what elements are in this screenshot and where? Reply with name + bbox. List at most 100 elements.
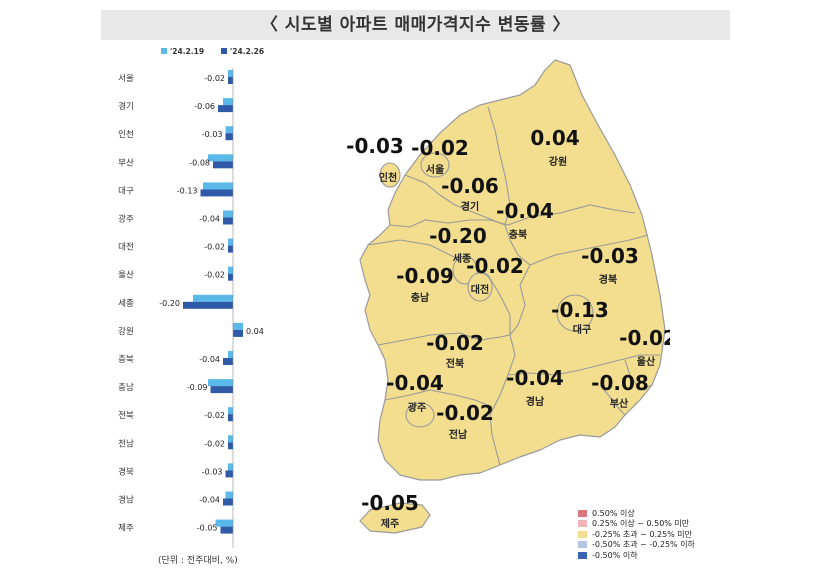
region-label: -0.08 부산 bbox=[591, 371, 649, 410]
category-label: 부산 bbox=[118, 157, 134, 168]
bar-prev bbox=[233, 322, 243, 330]
category-label: 전남 bbox=[118, 438, 134, 449]
legend-label: '24.2.19 bbox=[170, 47, 204, 56]
legend-label: '24.2.26 bbox=[230, 47, 264, 56]
gwangju-shape bbox=[405, 402, 435, 428]
bar-row: 서울 -0.02 bbox=[118, 70, 233, 84]
legend-swatch bbox=[161, 48, 167, 54]
legend-label: 0.50% 이상 bbox=[592, 508, 635, 518]
category-label: 충남 bbox=[118, 383, 134, 393]
region-value: -0.05 bbox=[361, 491, 419, 515]
value-label: -0.02 bbox=[204, 74, 225, 83]
region-value: -0.04 bbox=[386, 371, 444, 395]
bar-row: 대전 -0.02 bbox=[118, 238, 233, 253]
region-value: -0.04 bbox=[496, 199, 554, 223]
bar-row: 대구 -0.13 bbox=[118, 182, 233, 197]
value-label: -0.06 bbox=[194, 102, 215, 111]
region-value: -0.04 bbox=[506, 366, 564, 390]
bar-row: 세종 -0.20 bbox=[118, 294, 233, 309]
bar-prev bbox=[208, 154, 233, 162]
border-chungbuk-gyeongbuk bbox=[529, 234, 649, 266]
bar-prev bbox=[228, 351, 233, 358]
category-label: 경북 bbox=[118, 466, 134, 477]
category-label: 충북 bbox=[118, 355, 134, 365]
legend-swatch bbox=[578, 520, 587, 528]
value-label: -0.13 bbox=[177, 186, 198, 195]
bar-curr bbox=[183, 301, 233, 309]
region-label: -0.06 경기 bbox=[441, 174, 499, 213]
bar-curr bbox=[223, 498, 233, 506]
value-label: -0.04 bbox=[199, 215, 220, 224]
region-value: -0.08 bbox=[591, 371, 649, 395]
bar-prev bbox=[223, 98, 233, 106]
value-label: -0.02 bbox=[204, 271, 225, 280]
legend-row: -0.50% 초과 ~ -0.25% 이하 bbox=[578, 540, 695, 551]
legend-label: -0.50% 이하 bbox=[592, 550, 638, 560]
bar-chart: '24.2.19 '24.2.26 서울 -0.02 경기 -0.06 인천 -0.03 부산 -… bbox=[118, 47, 264, 548]
region-name: 전북 bbox=[446, 357, 464, 370]
bar-row: 인천 -0.03 bbox=[118, 126, 233, 141]
region-value: -0.03 bbox=[581, 244, 639, 268]
region-value: -0.02 bbox=[411, 136, 469, 160]
category-label: 대전 bbox=[118, 242, 134, 253]
bar-prev bbox=[228, 463, 233, 471]
region-name: 세종 bbox=[453, 252, 471, 265]
bar-row: 전남 -0.02 bbox=[118, 435, 233, 450]
title-bar: 〈 시도별 아파트 매매가격지수 변동률 〉 bbox=[101, 10, 730, 40]
bar-curr bbox=[228, 245, 233, 253]
value-label: -0.02 bbox=[204, 411, 225, 420]
region-value: -0.20 bbox=[429, 224, 487, 248]
value-label: -0.05 bbox=[197, 524, 218, 533]
bar-curr bbox=[225, 133, 233, 141]
category-label: 인천 bbox=[118, 129, 134, 140]
region-label: -0.02 전북 bbox=[426, 331, 484, 370]
category-label: 경남 bbox=[118, 495, 134, 506]
bar-curr bbox=[220, 526, 233, 534]
category-label: 서울 bbox=[118, 74, 134, 84]
region-label: 0.04 강원 bbox=[530, 126, 579, 168]
region-name: 부산 bbox=[610, 397, 629, 410]
bar-prev bbox=[225, 126, 233, 134]
region-value: -0.02 bbox=[466, 254, 524, 278]
daejeon-shape bbox=[467, 272, 493, 302]
region-label: -0.04 광주 bbox=[386, 371, 444, 414]
region-label: -0.02 서울 bbox=[411, 136, 469, 176]
region-label: -0.20 세종 bbox=[429, 224, 487, 265]
region-value: -0.02 bbox=[436, 401, 494, 425]
value-label: -0.02 bbox=[204, 439, 225, 448]
border-gyeongbuk-gyeongnam bbox=[507, 354, 660, 376]
bar-curr bbox=[225, 470, 233, 478]
category-label: 세종 bbox=[118, 299, 134, 309]
border-chungnam-jeonbuk bbox=[377, 332, 511, 346]
region-value: 0.04 bbox=[530, 126, 579, 150]
map-shapes bbox=[359, 59, 666, 534]
region-name: 경기 bbox=[461, 200, 479, 213]
value-label: -0.09 bbox=[187, 383, 208, 392]
region-value: -0.03 bbox=[346, 134, 404, 158]
region-label: -0.03 경북 bbox=[581, 244, 639, 286]
border-ulsan bbox=[624, 359, 653, 391]
map-legend: 0.50% 이상 0.25% 이상 ~ 0.50% 미만 -0.25% 초과 ~ 0… bbox=[578, 508, 695, 561]
bar-curr bbox=[228, 442, 233, 450]
bar-row: 강원 0.04 bbox=[118, 322, 264, 337]
bar-row: 경기 -0.06 bbox=[118, 98, 233, 113]
legend-swatch bbox=[578, 551, 587, 559]
value-label: -0.04 bbox=[199, 496, 220, 505]
region-name: 충남 bbox=[411, 291, 430, 304]
bar-prev bbox=[225, 491, 233, 499]
region-name: 경남 bbox=[526, 395, 545, 408]
bar-curr bbox=[228, 414, 233, 422]
legend-row: -0.25% 초과 ~ 0.25% 미만 bbox=[578, 529, 695, 540]
unit-note: (단위 : 전주대비, %) bbox=[158, 556, 238, 566]
border-gyeonggi-south bbox=[389, 219, 509, 228]
region-label: -0.04 경남 bbox=[506, 366, 564, 408]
category-label: 광주 bbox=[118, 214, 134, 225]
region-value: -0.13 bbox=[551, 298, 609, 322]
bar-row: 경북 -0.03 bbox=[118, 463, 233, 478]
bar-prev bbox=[223, 210, 233, 218]
region-name: 인천 bbox=[379, 171, 397, 184]
value-label: -0.04 bbox=[199, 355, 220, 364]
bar-prev bbox=[228, 407, 233, 415]
bar-prev bbox=[193, 294, 233, 302]
